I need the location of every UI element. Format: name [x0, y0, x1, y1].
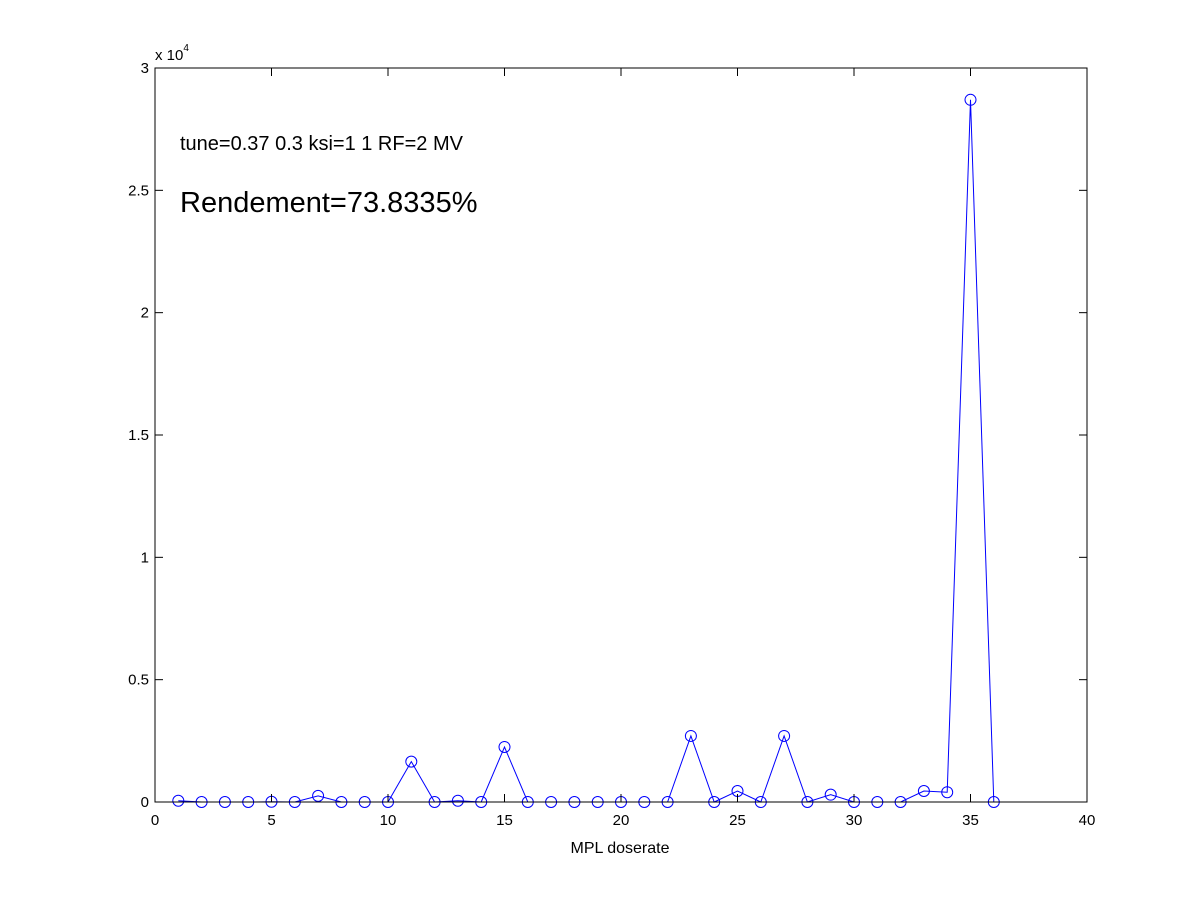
x-tick-label: 25 — [729, 812, 746, 829]
x-tick-label: 0 — [151, 812, 159, 829]
annotation-tune: tune=0.37 0.3 ksi=1 1 RF=2 MV — [180, 133, 464, 155]
x-axis-label: MPL doserate — [570, 840, 669, 857]
y-tick-label: 3 — [141, 60, 149, 77]
x-tick-label: 35 — [962, 812, 979, 829]
data-point — [824, 788, 837, 801]
x-tick-label: 5 — [267, 812, 275, 829]
x-tick-label: 30 — [846, 812, 863, 829]
axes — [154, 67, 1088, 803]
x-tick-label: 10 — [380, 812, 397, 829]
y-tick-label: 1.5 — [128, 427, 149, 444]
y-tick-label: 2 — [141, 305, 149, 322]
data-point — [778, 729, 791, 742]
y-ticks: 0 0.5 1 1.5 2 2.5 3 — [128, 60, 1087, 811]
data-point — [941, 786, 954, 799]
data-point — [498, 740, 511, 753]
y-tick-label: 0 — [141, 794, 149, 811]
x-tick-label: 15 — [496, 812, 513, 829]
y-exponent-power: 4 — [183, 43, 189, 54]
y-tick-label: 2.5 — [128, 182, 149, 199]
y-exponent-base: x 10 — [155, 47, 183, 64]
data-point — [684, 729, 697, 742]
y-exponent-label: x 104 — [155, 43, 189, 64]
annotation-rendement: Rendement=73.8335% — [180, 187, 477, 219]
data-point — [405, 755, 418, 768]
x-tick-label: 20 — [613, 812, 630, 829]
data-point — [451, 794, 464, 807]
axes-box — [154, 67, 1088, 803]
data-point — [964, 93, 977, 106]
data-point — [172, 794, 185, 807]
y-tick-label: 0.5 — [128, 672, 149, 689]
x-tick-label: 40 — [1079, 812, 1096, 829]
data-point — [917, 784, 930, 797]
y-tick-label: 1 — [141, 549, 149, 566]
data-point — [312, 789, 325, 802]
x-ticks: 0 5 10 15 20 25 30 35 40 — [151, 68, 1096, 829]
